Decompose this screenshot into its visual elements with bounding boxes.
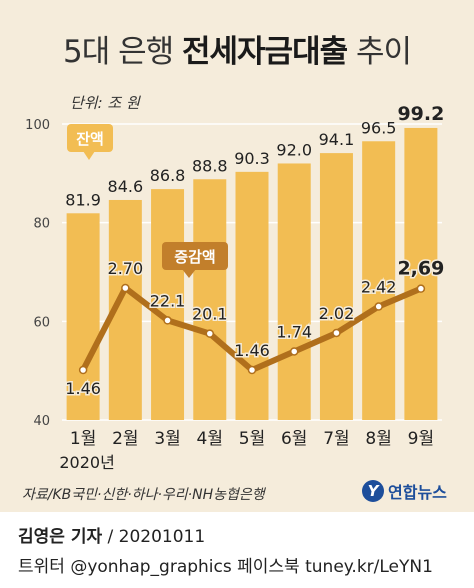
bar-3 xyxy=(151,189,185,420)
line-value-label: 2.42 xyxy=(361,278,397,297)
x-axis-year-label: 2020년 xyxy=(59,453,114,472)
legend-badge-balance xyxy=(67,124,113,152)
line-value-label: 2,69 xyxy=(397,258,444,280)
bar-value-label: 96.5 xyxy=(361,118,397,137)
x-tick-label: 1월 xyxy=(70,429,96,449)
title-suffix: 추이 xyxy=(355,34,412,70)
chart-title: 5대 은행 전세자금대출 추이 xyxy=(0,26,474,71)
line-point-1 xyxy=(78,365,88,375)
credit-line: 김영은 기자 / 20201011 xyxy=(18,522,205,547)
title-bold: 전세자금대출 xyxy=(181,34,348,70)
line-value-label: 22.1 xyxy=(150,291,186,310)
bar-1 xyxy=(66,213,100,420)
bar-7 xyxy=(319,153,353,420)
x-tick-label: 6월 xyxy=(281,429,307,449)
y-tick-label: 40 xyxy=(33,414,50,429)
bar-value-label: 94.1 xyxy=(319,130,355,149)
x-tick-label: 8월 xyxy=(365,429,391,449)
x-tick-label: 7월 xyxy=(323,429,349,449)
unit-label: 단위: 조 원 xyxy=(70,94,140,112)
logo-text: 연합뉴스 xyxy=(388,483,447,502)
legend-label-change: 증감액 xyxy=(174,248,215,266)
bar-value-label: 90.3 xyxy=(234,149,270,168)
line-value-label: 1.74 xyxy=(276,322,312,341)
x-tick-label: 4월 xyxy=(197,429,223,449)
bar-value-label: 92.0 xyxy=(276,140,312,159)
line-value-label: 2.70 xyxy=(108,259,144,278)
legend-badge-balance-pointer xyxy=(83,151,95,160)
bar-value-label: 86.8 xyxy=(150,166,186,185)
line-value-label: 20.1 xyxy=(192,305,228,324)
bar-8 xyxy=(362,141,396,420)
y-tick-label: 100 xyxy=(25,118,50,133)
x-tick-label: 9월 xyxy=(408,429,434,449)
y-tick-label: 60 xyxy=(33,315,50,330)
x-tick-label: 5월 xyxy=(239,429,265,449)
legend-badge-change-pointer xyxy=(182,269,196,278)
logo-mark-icon: Y xyxy=(362,480,384,502)
line-value-label: 2.02 xyxy=(319,304,355,323)
x-tick-label: 3월 xyxy=(154,429,180,449)
line-point-5 xyxy=(247,365,257,375)
line-point-2 xyxy=(121,283,130,293)
bar-value-label: 81.9 xyxy=(65,190,101,209)
line-point-4 xyxy=(205,329,215,338)
credit-author: 김영은 기자 xyxy=(18,527,103,547)
line-value-label: 1.46 xyxy=(65,379,101,398)
y-tick-label: 80 xyxy=(33,217,50,232)
line-point-8 xyxy=(374,302,383,311)
line-point-9 xyxy=(416,284,426,293)
bar-9 xyxy=(404,127,438,421)
yonhap-logo: Y 연합뉴스 xyxy=(362,478,447,504)
chart-svg: 40 60 80 100 81.9 84.6 86.8 88.8 90.3 92.0 94.1 96.… xyxy=(25,103,446,472)
title-prefix: 5대 은행 xyxy=(62,34,174,70)
line-point-7 xyxy=(332,328,341,338)
legend-label-balance: 잔액 xyxy=(76,130,104,148)
social-line: 트위터 @yonhap_graphics 페이스북 tuney.kr/LeYN1 xyxy=(18,557,433,577)
bar-value-label: 99.2 xyxy=(397,103,444,125)
source-text: 자료/KB국민·신한·하나·우리·NH농협은행 xyxy=(22,487,265,503)
bar-6 xyxy=(277,163,311,420)
line-point-6 xyxy=(289,347,299,356)
x-tick-label: 2월 xyxy=(112,429,138,449)
bar-value-label: 84.6 xyxy=(108,177,144,196)
bar-5 xyxy=(235,171,269,420)
line-value-label: 1.46 xyxy=(234,341,270,360)
credit-date: / 20201011 xyxy=(102,527,206,547)
bar-4 xyxy=(193,179,227,420)
line-point-3 xyxy=(163,316,172,325)
bar-value-label: 88.8 xyxy=(192,156,228,175)
legend-badge-change xyxy=(162,242,228,270)
